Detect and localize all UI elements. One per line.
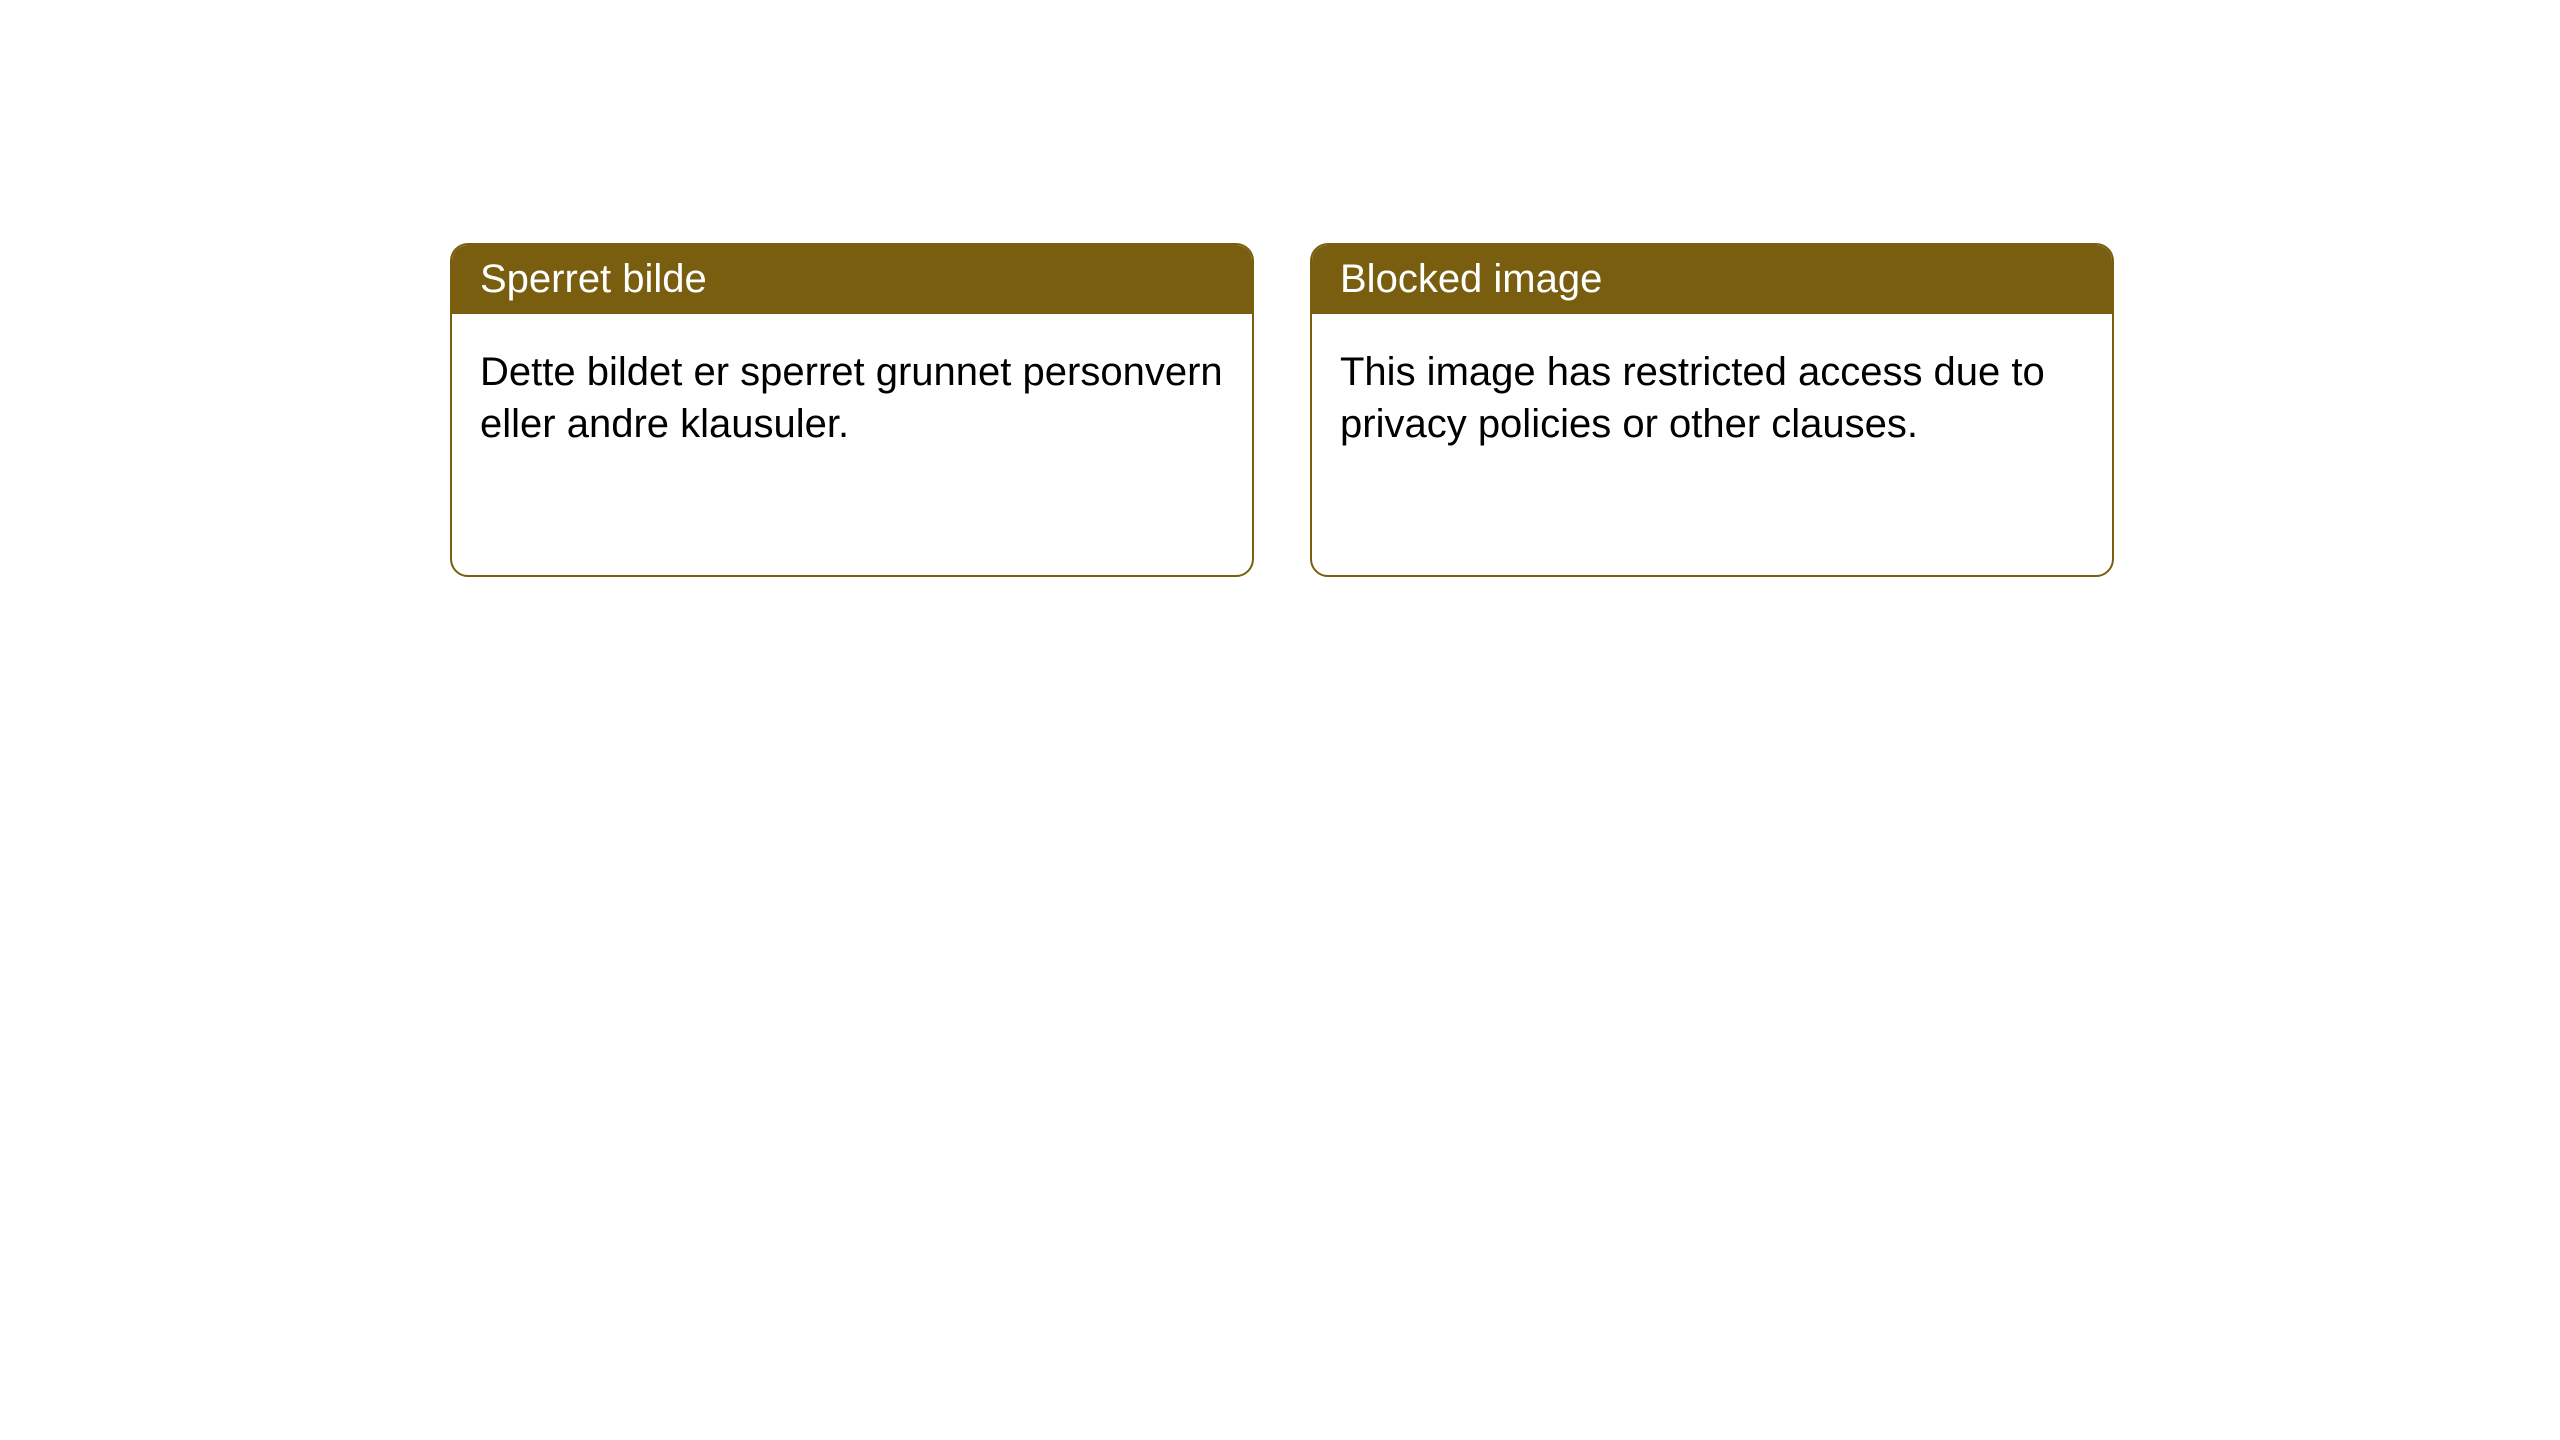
notice-title-no: Sperret bilde xyxy=(452,245,1252,314)
notice-body-no: Dette bildet er sperret grunnet personve… xyxy=(452,314,1252,482)
notice-body-en: This image has restricted access due to … xyxy=(1312,314,2112,482)
notice-card-en: Blocked image This image has restricted … xyxy=(1310,243,2114,577)
notice-card-no: Sperret bilde Dette bildet er sperret gr… xyxy=(450,243,1254,577)
notice-title-en: Blocked image xyxy=(1312,245,2112,314)
notice-container: Sperret bilde Dette bildet er sperret gr… xyxy=(0,0,2560,577)
